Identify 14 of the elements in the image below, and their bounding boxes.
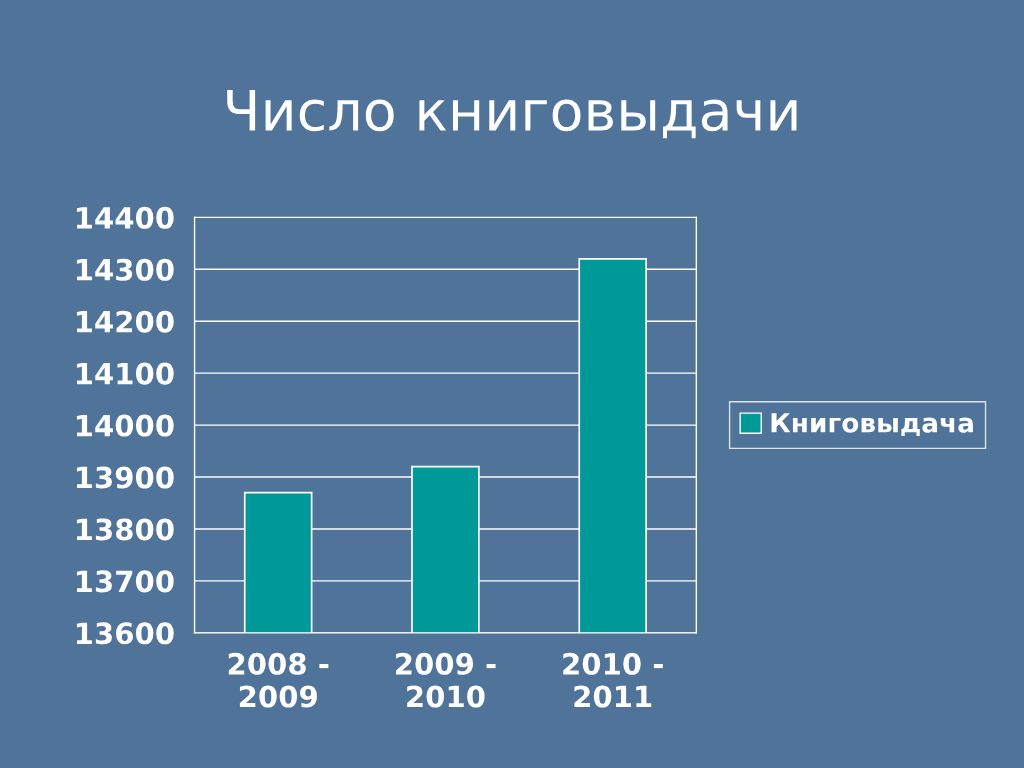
- y-tick-label: 14200: [76, 310, 174, 333]
- chart-title: Число книговыдачи: [227, 90, 797, 139]
- y-tick-label: 14400: [76, 206, 174, 229]
- legend-label: Книговыдача: [771, 413, 973, 437]
- y-tick-label: 13600: [76, 622, 174, 645]
- y-tick-label: 13800: [76, 518, 174, 541]
- y-tick-label: 14300: [76, 258, 174, 281]
- y-tick-label: 13700: [76, 570, 174, 593]
- x-tick-label: 2009 - 2010: [396, 652, 496, 708]
- x-tick-label: 2008 - 2009: [228, 652, 329, 708]
- y-tick-label: 14100: [76, 362, 174, 385]
- x-tick-label: 2010 - 2011: [563, 652, 663, 708]
- y-tick-label: 14000: [76, 414, 174, 437]
- y-tick-label: 13900: [76, 466, 174, 489]
